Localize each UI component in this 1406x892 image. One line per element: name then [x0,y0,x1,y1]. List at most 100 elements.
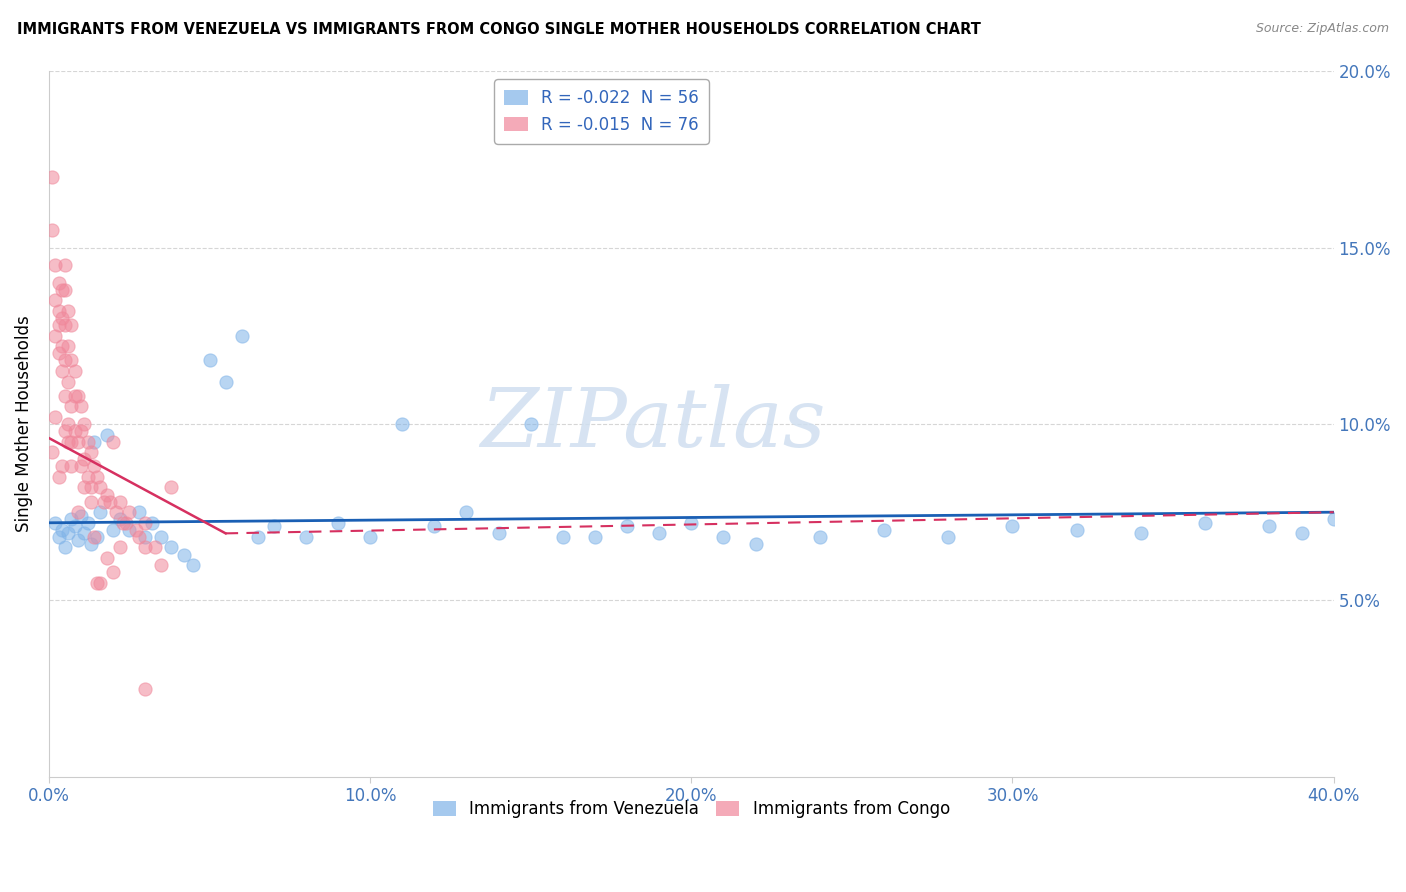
Point [70,424,93,438]
Point [198,353,221,368]
Point [160,541,183,555]
Point [86,470,108,484]
Point [391,417,413,431]
Point [66,434,89,449]
Point [53,424,76,438]
Legend: Immigrants from Venezuela, Immigrants from Congo: Immigrants from Venezuela, Immigrants fr… [426,794,956,825]
Point [744,537,766,551]
Point [60,459,83,474]
Point [183,558,205,573]
Point [60,400,83,414]
Point [80,537,103,551]
Point [58,304,80,318]
Point [51,311,73,326]
Point [58,339,80,353]
Point [488,526,510,541]
Point [58,375,80,389]
Point [58,434,80,449]
Point [53,283,76,297]
Point [70,400,93,414]
Point [96,487,118,501]
Point [83,459,105,474]
Point [66,533,89,548]
Point [73,417,96,431]
Point [60,318,83,333]
Point [1066,523,1088,537]
Point [58,417,80,431]
Point [115,516,138,530]
Point [108,541,131,555]
Point [70,508,93,523]
Text: IMMIGRANTS FROM VENEZUELA VS IMMIGRANTS FROM CONGO SINGLE MOTHER HOUSEHOLDS CORR: IMMIGRANTS FROM VENEZUELA VS IMMIGRANTS … [17,22,981,37]
Point [103,565,125,579]
Point [111,516,134,530]
Point [76,470,98,484]
Point [80,445,103,459]
Point [231,328,253,343]
Point [51,459,73,474]
Point [51,339,73,353]
Point [73,526,96,541]
Point [80,494,103,508]
Point [134,541,156,555]
Point [76,516,98,530]
Point [48,346,70,360]
Point [108,512,131,526]
Point [128,530,150,544]
Point [44,409,66,424]
Point [936,530,959,544]
Point [263,519,285,533]
Point [44,258,66,272]
Point [98,494,121,508]
Point [73,481,96,495]
Point [423,519,446,533]
Point [103,523,125,537]
Point [51,283,73,297]
Point [359,530,381,544]
Point [53,389,76,403]
Point [41,223,63,237]
Point [44,328,66,343]
Point [83,530,105,544]
Point [63,389,86,403]
Point [73,452,96,467]
Point [150,530,173,544]
Point [60,512,83,526]
Point [134,516,156,530]
Point [63,424,86,438]
Point [48,318,70,333]
Point [86,575,108,590]
Point [96,427,118,442]
Point [1194,516,1216,530]
Point [53,258,76,272]
Point [128,505,150,519]
Point [60,434,83,449]
Point [134,530,156,544]
Point [53,318,76,333]
Point [66,389,89,403]
Point [105,505,128,519]
Point [173,548,195,562]
Point [51,364,73,378]
Point [96,551,118,566]
Point [63,364,86,378]
Point [70,459,93,474]
Point [48,470,70,484]
Point [93,494,115,508]
Point [83,434,105,449]
Point [51,523,73,537]
Point [53,353,76,368]
Point [143,541,166,555]
Point [44,293,66,308]
Point [76,434,98,449]
Point [160,481,183,495]
Point [616,519,638,533]
Point [48,530,70,544]
Point [89,481,111,495]
Point [48,304,70,318]
Point [118,505,141,519]
Point [1001,519,1024,533]
Point [66,505,89,519]
Point [41,169,63,184]
Point [53,541,76,555]
